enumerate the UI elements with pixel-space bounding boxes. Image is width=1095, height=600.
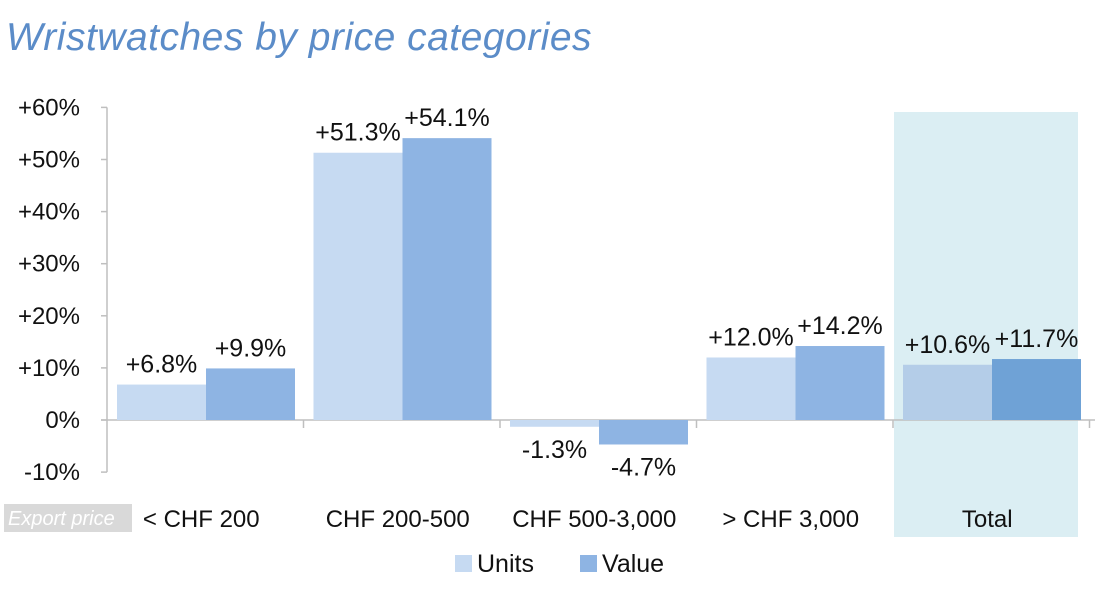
category-label: Total	[962, 506, 1013, 533]
data-label: +9.9%	[215, 334, 287, 362]
data-label: +54.1%	[404, 104, 490, 132]
legend-label-units: Units	[477, 550, 534, 578]
category-label: > CHF 3,000	[722, 506, 859, 533]
y-tick-label: -10%	[24, 459, 80, 486]
bar-units	[313, 152, 403, 421]
bar-value	[402, 138, 492, 420]
bar-value	[795, 346, 885, 420]
category-label: < CHF 200	[143, 506, 260, 533]
chart-title: Wristwatches by price categories	[6, 16, 593, 59]
bar-value	[992, 359, 1081, 420]
data-label: +6.8%	[126, 351, 198, 379]
y-tick-label: +40%	[18, 199, 80, 226]
bar-units	[903, 364, 992, 420]
y-tick-label: 0%	[45, 407, 80, 434]
bar-units	[117, 384, 206, 420]
y-tick-label: +50%	[18, 147, 80, 174]
legend-label-value: Value	[602, 550, 664, 578]
category-label: CHF 500-3,000	[512, 506, 676, 533]
data-label: -4.7%	[611, 453, 676, 481]
data-label: -1.3%	[522, 436, 587, 464]
y-tick-label: +60%	[18, 94, 80, 121]
category-label: CHF 200-500	[326, 506, 470, 533]
total-highlight-band	[894, 112, 1078, 537]
bar-value	[206, 368, 295, 420]
legend-swatch-value	[580, 555, 597, 572]
data-label: +14.2%	[797, 312, 883, 340]
export-price-note: Export price	[8, 508, 115, 530]
data-label: +11.7%	[995, 325, 1079, 353]
export-price-note-box	[4, 504, 132, 532]
bar-units	[706, 357, 796, 420]
data-label: +10.6%	[905, 331, 991, 359]
y-tick-label: +30%	[18, 251, 80, 278]
bar-value	[599, 420, 688, 445]
legend-swatch-units	[455, 555, 472, 572]
bar-units	[510, 420, 599, 427]
data-label: +51.3%	[315, 119, 401, 147]
data-label: +12.0%	[708, 323, 794, 351]
y-tick-label: +20%	[18, 303, 80, 330]
y-tick-label: +10%	[18, 355, 80, 382]
